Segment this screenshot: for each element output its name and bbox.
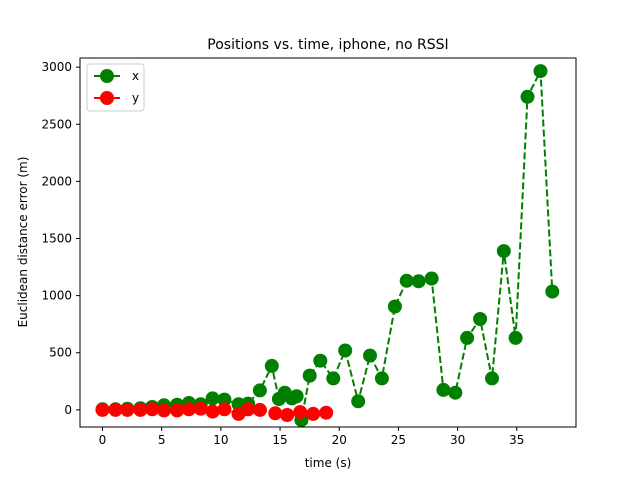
x-tick-label: 0 (99, 433, 107, 447)
data-point-y-2 (120, 402, 135, 417)
data-point-x-37 (508, 330, 523, 345)
x-tick-label: 25 (391, 433, 406, 447)
data-point-y-1 (108, 402, 123, 417)
data-point-x-13 (252, 383, 267, 398)
data-point-y-6 (170, 403, 185, 418)
legend-marker-x (100, 69, 114, 83)
data-point-x-21 (313, 353, 328, 368)
plot-area-frame (79, 57, 577, 428)
data-point-x-9 (205, 391, 220, 406)
data-point-x-29 (411, 274, 426, 289)
data-point-x-22 (326, 371, 341, 386)
data-point-x-36 (496, 244, 511, 259)
data-point-y-7 (181, 402, 196, 417)
x-tick-label: 35 (509, 433, 524, 447)
data-point-x-32 (448, 385, 463, 400)
legend-marker-y (100, 91, 114, 105)
data-point-x-18 (289, 389, 304, 404)
y-tick-label: 3000 (41, 60, 72, 74)
data-point-x-26 (374, 371, 389, 386)
legend-label-y: y (132, 91, 139, 105)
y-tick-label: 1000 (41, 289, 72, 303)
data-point-x-40 (545, 284, 560, 299)
data-point-x-14 (264, 358, 279, 373)
x-tick-label: 10 (213, 433, 228, 447)
data-point-x-35 (485, 371, 499, 386)
legend-label-x: x (132, 69, 139, 83)
legend: x y (86, 63, 145, 112)
x-axis-label: time (s) (305, 456, 352, 470)
y-tick-label: 2000 (41, 174, 72, 188)
data-point-x-28 (399, 273, 414, 288)
data-point-y-16 (293, 405, 308, 420)
x-tick-label: 5 (158, 433, 166, 447)
data-point-x-20 (302, 368, 317, 383)
y-tick-label: 500 (49, 346, 72, 360)
y-tick-label: 1500 (41, 232, 72, 246)
data-point-x-25 (363, 348, 377, 363)
chart-title: Positions vs. time, iphone, no RSSI (207, 37, 448, 53)
data-point-x-10 (217, 392, 232, 407)
data-point-y-13 (252, 402, 267, 417)
data-point-y-17 (306, 406, 321, 421)
data-point-x-23 (338, 343, 353, 358)
data-point-y-0 (95, 402, 110, 417)
data-point-x-38 (520, 89, 535, 104)
data-point-x-24 (351, 394, 366, 409)
y-tick-label: 0 (64, 403, 72, 417)
data-point-y-10 (217, 402, 232, 417)
data-point-y-14 (268, 406, 283, 421)
data-point-x-31 (436, 382, 451, 397)
y-tick-label: 2500 (41, 117, 72, 131)
data-point-x-34 (473, 312, 488, 326)
y-axis-label: Euclidean distance error (m) (16, 157, 30, 328)
data-point-y-18 (319, 405, 334, 420)
data-point-y-3 (133, 402, 148, 417)
data-point-y-4 (145, 402, 160, 417)
data-point-y-5 (157, 403, 171, 418)
data-point-y-9 (205, 404, 220, 419)
x-tick-label: 15 (272, 433, 287, 447)
data-point-x-39 (533, 64, 548, 79)
data-point-y-15 (280, 408, 295, 422)
data-point-x-30 (424, 271, 439, 286)
data-point-x-33 (460, 330, 475, 345)
data-point-y-12 (241, 402, 256, 417)
data-point-x-27 (387, 299, 402, 314)
x-tick-label: 20 (332, 433, 347, 447)
data-point-y-8 (193, 401, 208, 416)
x-tick-label: 30 (450, 433, 465, 447)
